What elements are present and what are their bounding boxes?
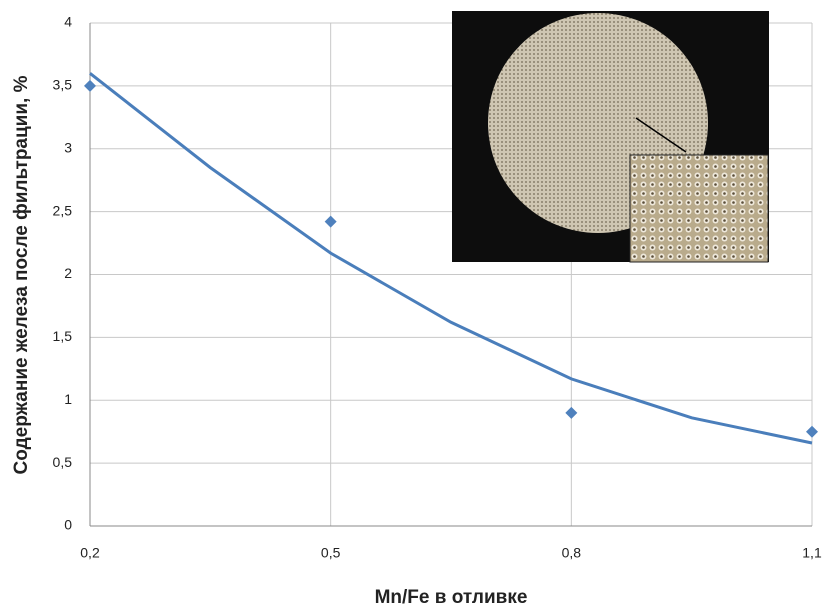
x-axis-title: Mn/Fe в отливке — [375, 587, 528, 608]
y-tick-label: 2 — [64, 265, 72, 281]
x-tick-label: 0,8 — [562, 545, 582, 561]
zoom-inset — [629, 154, 769, 263]
y-tick-label: 2,5 — [53, 202, 73, 218]
x-tick-label: 0,5 — [321, 545, 341, 561]
y-tick-label: 4 — [64, 14, 72, 30]
data-point — [565, 406, 578, 419]
y-tick-label: 0 — [64, 517, 72, 533]
y-tick-label: 1 — [64, 391, 72, 407]
data-point — [806, 425, 818, 438]
data-point — [84, 79, 96, 92]
arrow — [635, 117, 687, 153]
y-tick-label: 0,5 — [53, 454, 73, 470]
x-tick-label: 0,2 — [80, 545, 100, 561]
data-point — [324, 215, 337, 228]
y-axis-title: Содержание железа после фильтрации, % — [11, 75, 32, 474]
y-tick-label: 3,5 — [53, 77, 73, 93]
trend-line — [89, 72, 813, 445]
x-tick-label: 1,1 — [802, 545, 822, 561]
inset-photo — [452, 11, 769, 263]
y-tick-label: 1,5 — [53, 328, 73, 344]
y-tick-label: 3 — [64, 139, 72, 155]
